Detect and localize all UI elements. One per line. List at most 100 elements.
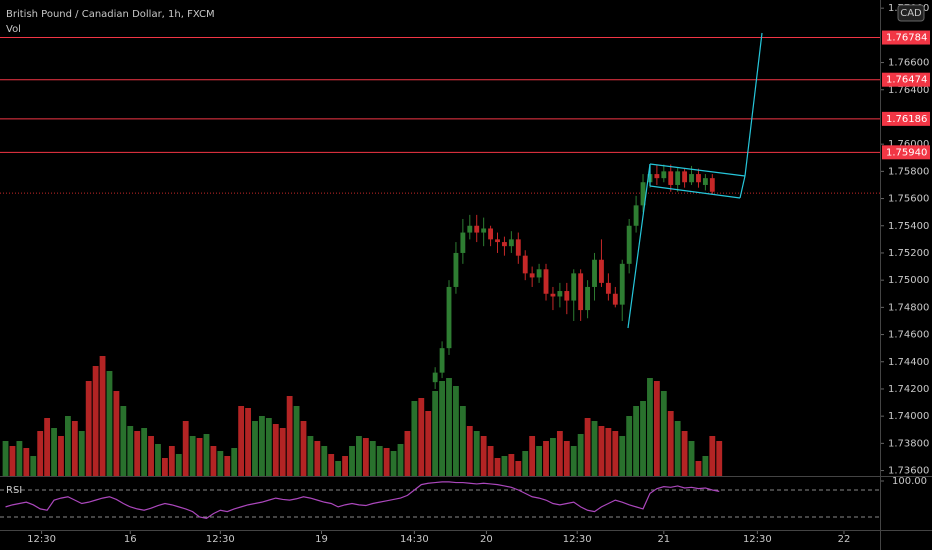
candle-body (495, 239, 500, 243)
y-tick-label: 1.74600 (888, 330, 929, 341)
volume-bar (529, 436, 536, 476)
y-tick-label: 1.75600 (888, 194, 929, 205)
y-tick-label: 1.74200 (888, 384, 929, 395)
candle-body (481, 228, 487, 233)
volume-bar (16, 441, 23, 476)
volume-bar (446, 378, 452, 476)
candle-body (432, 372, 438, 383)
volume-bar (688, 441, 695, 476)
candle-body (605, 282, 611, 294)
volume-label: Vol (6, 24, 21, 35)
volume-bar (453, 386, 459, 476)
y-tick-label: 1.74000 (888, 411, 929, 422)
volume-bar (536, 446, 542, 476)
volume-bar (716, 441, 723, 476)
volume-bar (148, 436, 154, 476)
chart-title: British Pound / Canadian Dollar, 1h, FXC… (6, 9, 215, 20)
volume-bar (2, 441, 9, 476)
volume-bar (660, 391, 667, 476)
volume-bar (168, 446, 175, 476)
candle-body (696, 174, 701, 183)
currency-box[interactable] (897, 4, 925, 22)
candle-body (675, 171, 681, 185)
rsi-label: RSI (6, 485, 22, 496)
volume-bar (577, 434, 584, 476)
volume-bar (51, 428, 57, 476)
volume-bar (695, 461, 702, 476)
volume-bar (78, 431, 85, 476)
level-label: 1.76186 (886, 114, 927, 125)
volume-bar (342, 456, 348, 476)
volume-bar (356, 436, 362, 476)
candle-body (612, 293, 618, 305)
candle-body (543, 269, 549, 294)
volume-bar (563, 441, 570, 476)
volume-bar (155, 444, 161, 476)
volume-bar (85, 381, 92, 476)
volume-bar (709, 436, 716, 476)
volume-bar (259, 416, 265, 476)
volume-bar (238, 406, 245, 476)
candle-body (592, 259, 597, 287)
volume-bar (508, 454, 515, 476)
volume-bar (466, 426, 473, 476)
rsi-tick-label: 100.00 (892, 476, 927, 487)
volume-bar (667, 411, 674, 476)
currency[interactable]: CAD (900, 8, 922, 19)
level-label-box (882, 30, 930, 45)
volume-bar (196, 438, 203, 476)
volume-bar (515, 461, 522, 476)
volume-bar (439, 381, 445, 476)
volume-bar (550, 438, 556, 476)
volume-bar (501, 456, 508, 476)
volume-bar (265, 418, 272, 476)
y-tick-label: 1.76000 (888, 139, 929, 150)
volume-bar (473, 431, 480, 476)
volume-bar (99, 356, 106, 476)
candle-body (488, 228, 494, 240)
volume-bar (245, 408, 251, 476)
volume-bar (598, 426, 605, 476)
candle-body (689, 174, 694, 183)
y-tick-label: 1.73800 (888, 438, 929, 449)
volume-bar (619, 436, 626, 476)
candle-body (709, 178, 715, 192)
y-tick-label: 1.75200 (888, 248, 929, 259)
volume-bar (120, 406, 127, 476)
volume-bar (653, 381, 660, 476)
volume-bar (480, 436, 487, 476)
volume-bar (279, 428, 286, 476)
volume-bar (30, 456, 37, 476)
volume-bar (335, 461, 342, 476)
candle-body (633, 205, 639, 226)
y-tick-label: 1.76600 (888, 58, 929, 69)
y-tick-label: 1.75800 (888, 166, 929, 177)
volume-bar (369, 441, 376, 476)
level-label-box (882, 72, 930, 87)
candle-body (599, 259, 604, 283)
volume-bar (307, 436, 314, 476)
candle-body (508, 239, 514, 247)
x-tick-label: 21 (657, 534, 670, 545)
x-tick-label: 16 (124, 534, 137, 545)
volume-bar (404, 431, 411, 476)
candle-body (661, 171, 667, 179)
x-tick-label: 12:30 (27, 534, 56, 545)
volume-bar (556, 431, 563, 476)
volume-bar (570, 446, 577, 476)
level-label-box (882, 111, 930, 126)
volume-bar (37, 431, 44, 476)
candle-body (640, 182, 646, 206)
volume-bar (286, 396, 293, 476)
volume-bar (314, 441, 321, 476)
volume-bar (272, 424, 279, 476)
volume-bar (189, 436, 196, 476)
volume-bar (175, 454, 182, 476)
volume-bar (293, 406, 300, 476)
candle-body (550, 293, 556, 297)
volume-bar (210, 446, 217, 476)
volume-bar (494, 458, 501, 476)
volume-bar (633, 406, 640, 476)
volume-bar (162, 458, 168, 476)
y-tick-label: 1.73600 (888, 466, 929, 477)
